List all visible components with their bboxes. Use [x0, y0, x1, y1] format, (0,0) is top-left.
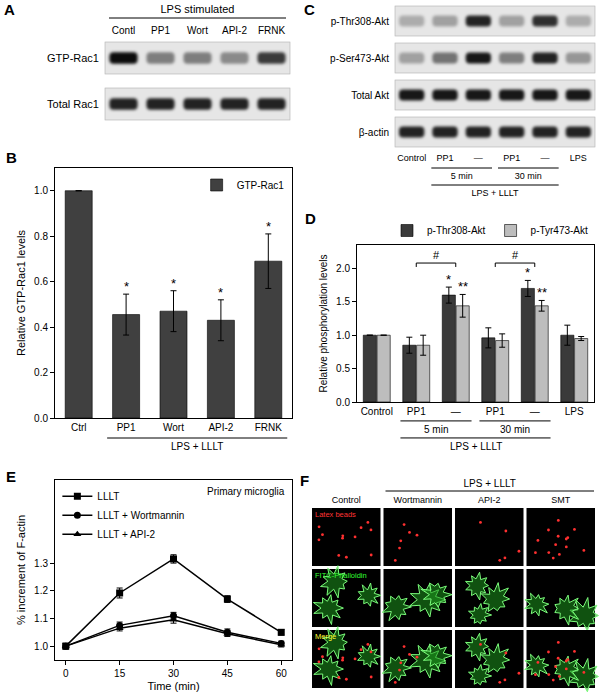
svg-text:0.2: 0.2 [34, 367, 48, 378]
svg-text:LPS: LPS [565, 406, 584, 417]
svg-text:D: D [305, 210, 316, 227]
svg-text:**: ** [537, 285, 547, 300]
svg-text:*: * [218, 285, 223, 300]
svg-text:*: * [266, 219, 271, 234]
svg-text:Total Akt: Total Akt [351, 90, 389, 101]
svg-text:p-Tyr473-Akt: p-Tyr473-Akt [531, 225, 588, 236]
svg-text:2.0: 2.0 [336, 263, 350, 274]
svg-text:PP1: PP1 [436, 153, 453, 163]
svg-text:PP1: PP1 [117, 422, 136, 433]
svg-text:1.1: 1.1 [34, 613, 48, 624]
svg-text:B: B [6, 149, 17, 166]
svg-text:Ctrl: Ctrl [71, 422, 87, 433]
svg-text:Wortmannin: Wortmannin [394, 495, 442, 505]
svg-text:GTP-Rac1: GTP-Rac1 [47, 52, 99, 64]
svg-text:GTP-Rac1: GTP-Rac1 [237, 180, 285, 191]
svg-text:FRNK: FRNK [255, 422, 283, 433]
svg-text:Control: Control [397, 153, 426, 163]
svg-text:Control: Control [332, 495, 361, 505]
svg-text:LPS: LPS [570, 153, 587, 163]
svg-text:0: 0 [63, 668, 69, 679]
svg-text:1.0: 1.0 [336, 330, 350, 341]
svg-text:—: — [530, 406, 540, 417]
svg-text:PP1: PP1 [486, 406, 505, 417]
svg-text:0.5: 0.5 [336, 363, 350, 374]
svg-text:LLLT + API-2: LLLT + API-2 [97, 529, 155, 540]
svg-text:1.0: 1.0 [34, 641, 48, 652]
svg-text:β-actin: β-actin [359, 127, 389, 138]
svg-text:E: E [6, 468, 16, 485]
svg-text:1.2: 1.2 [34, 585, 48, 596]
svg-text:—: — [474, 153, 483, 163]
svg-text:1.0: 1.0 [34, 185, 48, 196]
svg-text:30: 30 [168, 668, 180, 679]
svg-text:#: # [512, 249, 519, 261]
svg-text:Time (min): Time (min) [147, 680, 199, 692]
svg-text:API-2: API-2 [222, 25, 247, 36]
svg-text:*: * [171, 276, 176, 291]
svg-text:0.6: 0.6 [34, 276, 48, 287]
svg-text:Total Rac1: Total Rac1 [47, 98, 99, 110]
svg-text:30 min: 30 min [515, 171, 542, 181]
svg-text:PP1: PP1 [503, 153, 520, 163]
svg-text:Wort: Wort [163, 422, 184, 433]
svg-text:—: — [451, 406, 461, 417]
svg-text:LLLT + Wortmannin: LLLT + Wortmannin [97, 510, 184, 521]
svg-text:p-Ser473-Akt: p-Ser473-Akt [330, 53, 389, 64]
svg-text:Control: Control [361, 406, 393, 417]
svg-text:LPS + LLLT: LPS + LLLT [171, 441, 223, 452]
svg-text:30 min: 30 min [500, 424, 530, 435]
svg-text:*: * [525, 265, 530, 280]
svg-text:FITC-Phalloidin: FITC-Phalloidin [315, 571, 367, 580]
svg-text:A: A [4, 1, 15, 18]
svg-text:0.8: 0.8 [34, 231, 48, 242]
svg-text:Merge: Merge [315, 632, 336, 641]
svg-text:0.0: 0.0 [34, 413, 48, 424]
svg-text:LPS + LLLT: LPS + LLLT [450, 441, 502, 452]
svg-text:1.5: 1.5 [336, 296, 350, 307]
svg-text:p-Thr308-Akt: p-Thr308-Akt [427, 225, 486, 236]
svg-text:LPS stimulated: LPS stimulated [161, 3, 235, 15]
svg-text:15: 15 [114, 668, 126, 679]
svg-text:LPS + LLLT: LPS + LLLT [464, 478, 516, 489]
svg-text:Relative GTP-Rac1 levels: Relative GTP-Rac1 levels [15, 230, 27, 356]
svg-text:API-2: API-2 [478, 495, 501, 505]
svg-text:*: * [124, 279, 129, 294]
svg-text:Contl: Contl [112, 25, 135, 36]
svg-text:5 min: 5 min [451, 171, 473, 181]
svg-text:#: # [433, 249, 440, 261]
svg-text:Primary microglia: Primary microglia [207, 486, 285, 497]
svg-text:Latex beads: Latex beads [315, 510, 356, 519]
svg-text:—: — [541, 153, 550, 163]
svg-text:API-2: API-2 [208, 422, 233, 433]
svg-text:C: C [304, 1, 315, 18]
svg-text:5 min: 5 min [424, 424, 448, 435]
svg-text:p-Thr308-Akt: p-Thr308-Akt [331, 16, 390, 27]
svg-text:FRNK: FRNK [258, 25, 286, 36]
svg-text:45: 45 [222, 668, 234, 679]
svg-text:60: 60 [276, 668, 288, 679]
svg-text:1.3: 1.3 [34, 558, 48, 569]
svg-text:0.4: 0.4 [34, 322, 48, 333]
svg-text:*: * [446, 272, 451, 287]
svg-text:Relative phosphorylation level: Relative phosphorylation levels [318, 255, 329, 393]
svg-text:PP1: PP1 [151, 25, 170, 36]
svg-text:0.0: 0.0 [336, 397, 350, 408]
svg-text:Wort: Wort [187, 25, 208, 36]
svg-text:**: ** [458, 279, 468, 294]
svg-text:% increment of F-actin: % increment of F-actin [15, 515, 27, 625]
svg-text:F: F [300, 472, 309, 489]
svg-text:LLLT: LLLT [97, 491, 119, 502]
svg-text:SMT: SMT [551, 495, 571, 505]
svg-text:LPS + LLLT: LPS + LLLT [471, 188, 519, 198]
svg-text:PP1: PP1 [407, 406, 426, 417]
